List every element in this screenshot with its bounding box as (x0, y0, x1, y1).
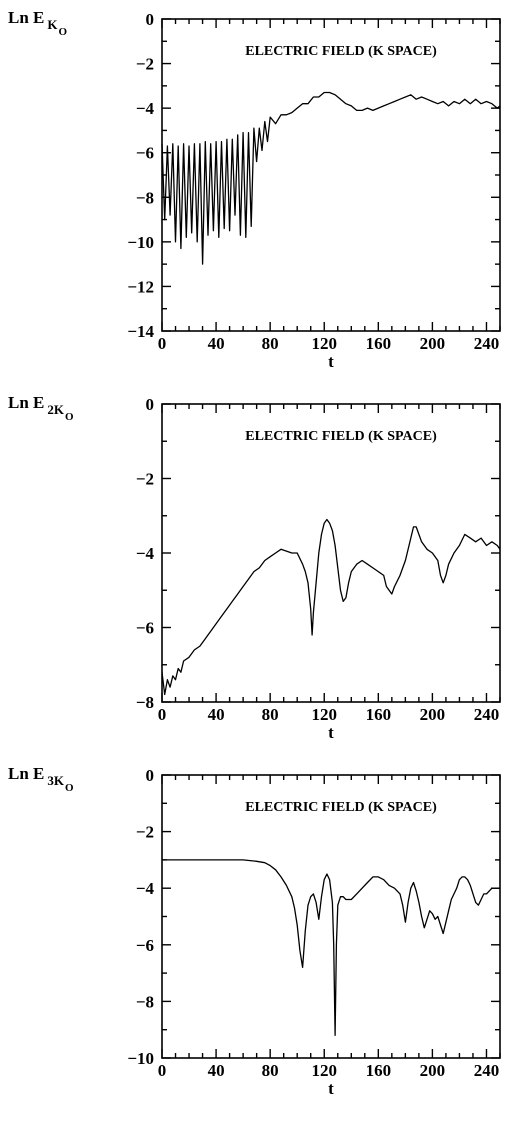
x-tick-label: 80 (262, 705, 279, 724)
x-tick-label: 80 (262, 1061, 279, 1080)
chart-title: ELECTRIC FIELD (K SPACE) (245, 800, 437, 815)
y-axis-label: Ln E 3KO (8, 764, 74, 794)
x-tick-label: 40 (208, 1061, 225, 1080)
plot-frame (161, 18, 501, 332)
chart-panel-3: 0 40 80 120 160 200 240 0 −2 −4 −6 −8 −10 t Ln E 3KO ELE… (8, 764, 501, 1098)
chart-title: ELECTRIC FIELD (K SPACE) (245, 44, 437, 59)
y-axis-label-subsubscript: O (65, 411, 74, 423)
x-axis-label: t (328, 1079, 334, 1098)
x-tick-label: 240 (474, 705, 500, 724)
x-tick-label: 120 (311, 1061, 337, 1080)
x-axis-label: t (328, 352, 334, 371)
y-tick-label: −6 (136, 619, 154, 638)
x-tick-label: 120 (311, 334, 337, 353)
x-tick-label: 200 (420, 334, 446, 353)
chart-panel-2: 0 40 80 120 160 200 240 0 −2 −4 −6 −8 t Ln E 2KO ELECTR… (8, 393, 501, 742)
x-tick-label: 160 (366, 705, 392, 724)
y-tick-label: −6 (136, 936, 154, 955)
y-axis-label-subsubscript: O (59, 26, 68, 38)
y-tick-label: −4 (136, 544, 155, 563)
y-axis-label: Ln E KO (8, 8, 68, 38)
series-line-1 (161, 518, 501, 696)
x-tick-label: 80 (262, 334, 279, 353)
y-tick-label: −2 (136, 55, 154, 74)
y-tick-label: −4 (136, 879, 155, 898)
y-tick-label: −12 (127, 277, 154, 296)
x-tick-label: 240 (474, 1061, 500, 1080)
y-axis-label: Ln E 2KO (8, 393, 74, 423)
x-tick-label: 0 (158, 334, 167, 353)
y-tick-label: −2 (136, 823, 154, 842)
y-axis-label-subsubscript: O (65, 782, 74, 794)
plot-frame (161, 774, 501, 1059)
x-tick-label: 0 (158, 1061, 167, 1080)
x-tick-label: 160 (366, 1061, 392, 1080)
y-tick-label: −2 (136, 470, 154, 489)
y-axis-label-main: Ln E (8, 393, 44, 412)
chart-panel-1: 0 40 80 120 160 200 240 0 −2 −4 −6 −8 −10 −12 −14 t Ln E… (8, 8, 501, 371)
y-tick-label: −14 (127, 322, 154, 341)
x-tick-label: 40 (208, 705, 225, 724)
x-tick-label: 200 (420, 705, 446, 724)
y-axis-label-subscript: 3K (47, 773, 65, 788)
y-tick-label: 0 (146, 395, 155, 414)
y-axis-label-subscript: 2K (47, 402, 65, 417)
x-tick-label: 200 (420, 1061, 446, 1080)
x-tick-label: 40 (208, 334, 225, 353)
y-axis-label-subscript: K (47, 17, 58, 32)
chart-title: ELECTRIC FIELD (K SPACE) (245, 429, 437, 444)
y-tick-label: −10 (127, 1049, 154, 1068)
x-axis-label: t (328, 723, 334, 742)
y-tick-label: 0 (146, 10, 155, 29)
x-tick-label: 160 (366, 334, 392, 353)
y-tick-label: −4 (136, 99, 155, 118)
y-tick-label: −10 (127, 233, 154, 252)
plot-frame (161, 403, 501, 703)
x-tick-label: 0 (158, 705, 167, 724)
y-tick-label: −8 (136, 188, 154, 207)
series-line-1 (162, 859, 500, 1037)
y-axis-label-main: Ln E (8, 8, 44, 27)
y-tick-label: −8 (136, 693, 154, 712)
series-line-1 (161, 91, 501, 265)
y-axis-label-main: Ln E (8, 764, 44, 783)
y-tick-label: −8 (136, 992, 154, 1011)
x-tick-label: 240 (474, 334, 500, 353)
y-tick-label: 0 (146, 766, 155, 785)
x-tick-label: 120 (311, 705, 337, 724)
y-tick-label: −6 (136, 144, 154, 163)
